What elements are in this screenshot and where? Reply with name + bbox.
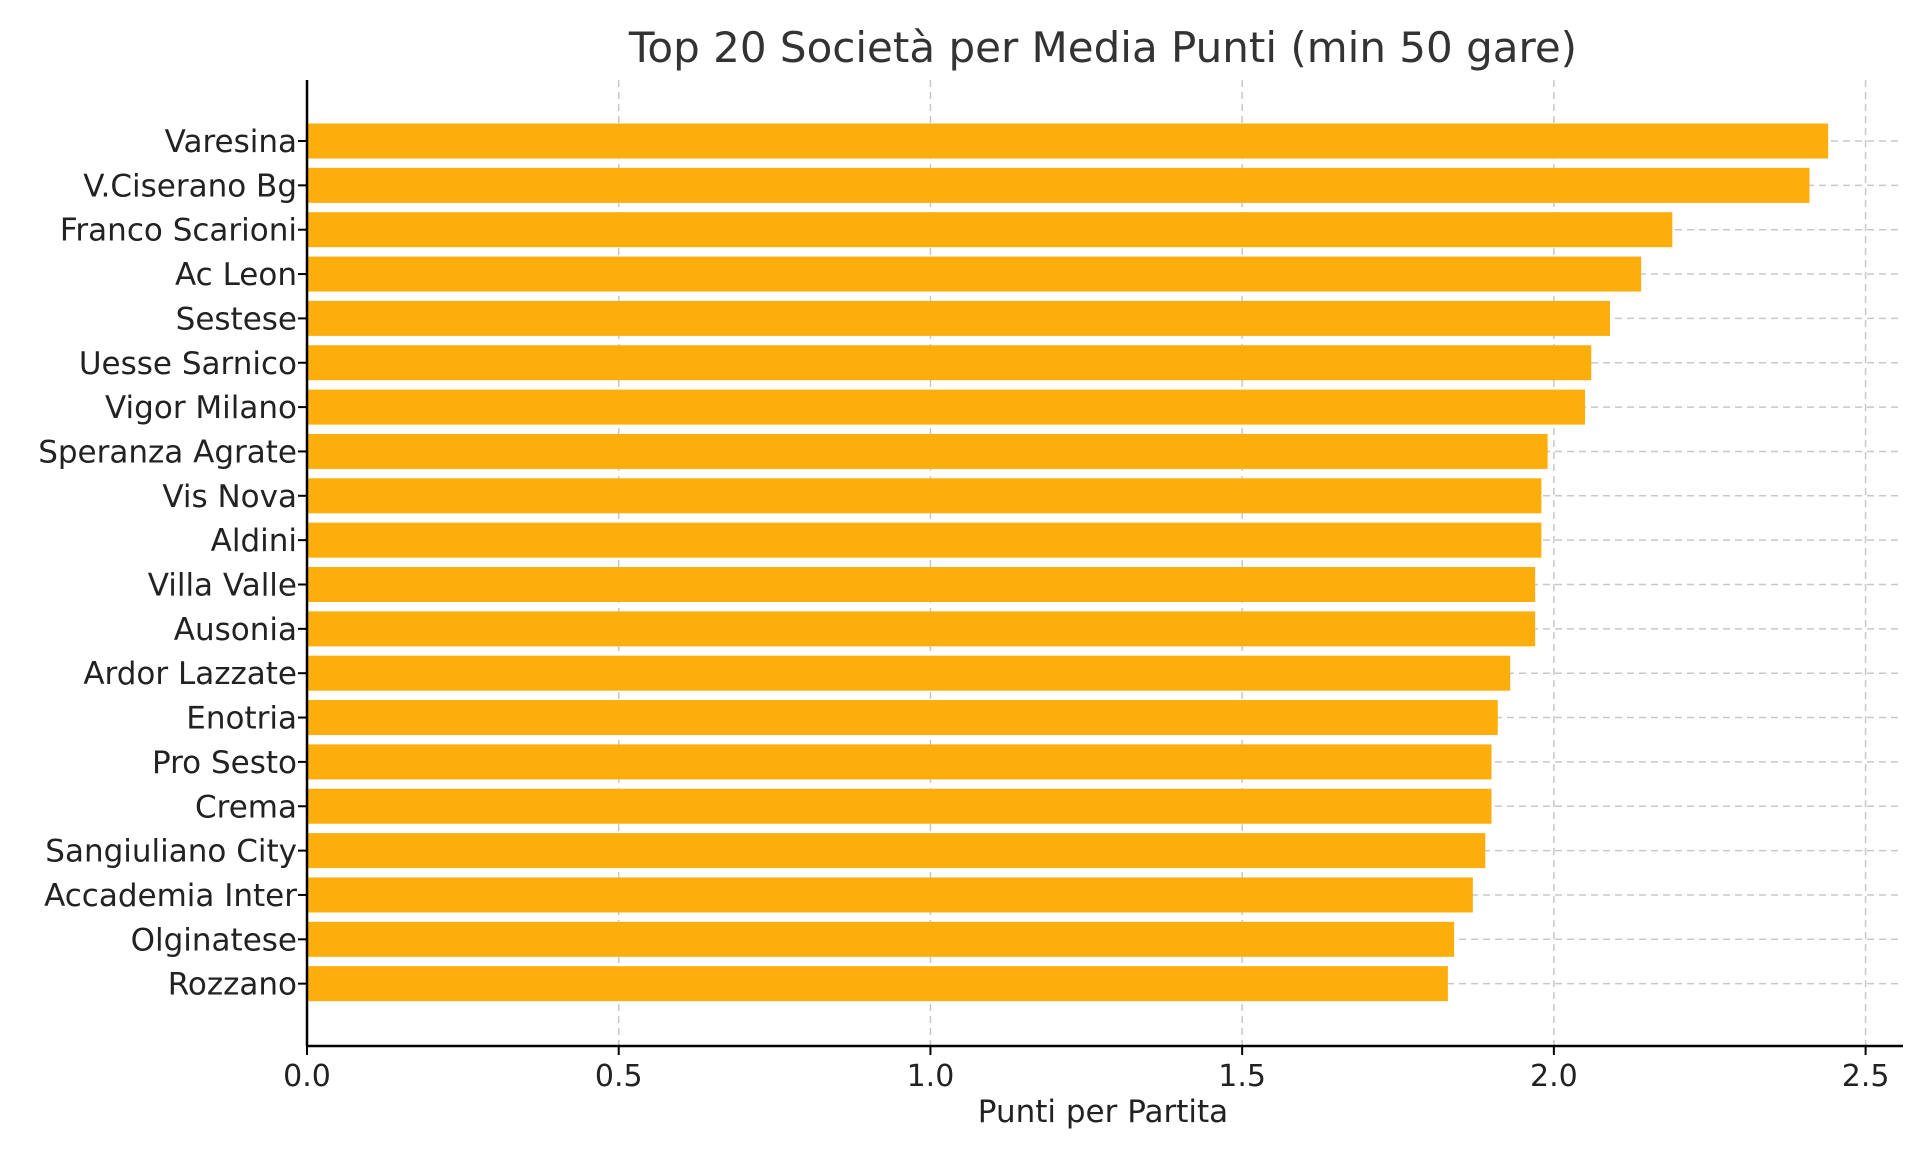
category-label: Pro Sesto — [152, 745, 297, 781]
category-label: Sangiuliano City — [45, 834, 297, 870]
category-label: Villa Valle — [148, 568, 297, 604]
category-label: Crema — [195, 789, 297, 825]
x-tick-label: 2.0 — [1530, 1059, 1578, 1094]
bar — [307, 700, 1498, 736]
category-label: Franco Scarioni — [60, 213, 297, 249]
x-axis-ticks: 0.0 0.5 1.0 1.5 2.0 2.5 — [283, 1046, 1889, 1094]
chart-title: Top 20 Società per Media Punti (min 50 g… — [628, 23, 1577, 72]
bar — [307, 478, 1542, 514]
x-tick-label: 1.0 — [907, 1059, 955, 1094]
category-label: V.Ciserano Bg — [83, 168, 297, 204]
category-label: Rozzano — [168, 967, 297, 1003]
bar — [307, 256, 1642, 292]
x-tick-label: 1.5 — [1218, 1059, 1266, 1094]
bar — [307, 167, 1810, 203]
bar — [307, 611, 1536, 647]
x-tick-label: 2.5 — [1842, 1059, 1890, 1094]
category-label: Vigor Milano — [105, 390, 297, 426]
bar — [307, 921, 1455, 957]
bar — [307, 567, 1536, 602]
bar — [307, 833, 1486, 869]
category-labels: Varesina V.Ciserano Bg Franco Scarioni Ac L… — [38, 124, 307, 1003]
category-label: Aldini — [211, 523, 297, 559]
bar — [307, 744, 1492, 780]
bar — [307, 433, 1548, 469]
category-label: Speranza Agrate — [38, 434, 297, 470]
bar — [307, 966, 1448, 1002]
category-label: Ac Leon — [175, 257, 297, 293]
category-label: Varesina — [165, 124, 297, 160]
bar — [307, 655, 1511, 691]
bar — [307, 300, 1610, 336]
category-label: Sestese — [176, 301, 297, 337]
category-label: Olginatese — [131, 922, 297, 958]
category-label: Uesse Sarnico — [79, 346, 297, 382]
bar — [307, 345, 1592, 381]
bar — [307, 389, 1586, 425]
category-label: Ardor Lazzate — [83, 656, 297, 692]
x-axis-label: Punti per Partita — [978, 1094, 1228, 1130]
category-label: Ausonia — [174, 612, 297, 648]
x-tick-label: 0.0 — [283, 1059, 331, 1094]
bars — [307, 123, 1829, 1002]
category-label: Enotria — [186, 701, 297, 737]
bar — [307, 522, 1542, 558]
category-label: Accademia Inter — [44, 878, 297, 914]
bar — [307, 788, 1492, 824]
bar — [307, 123, 1829, 159]
bar — [307, 212, 1673, 248]
x-tick-label: 0.5 — [595, 1059, 643, 1094]
category-label: Vis Nova — [162, 479, 297, 515]
bar — [307, 877, 1473, 913]
